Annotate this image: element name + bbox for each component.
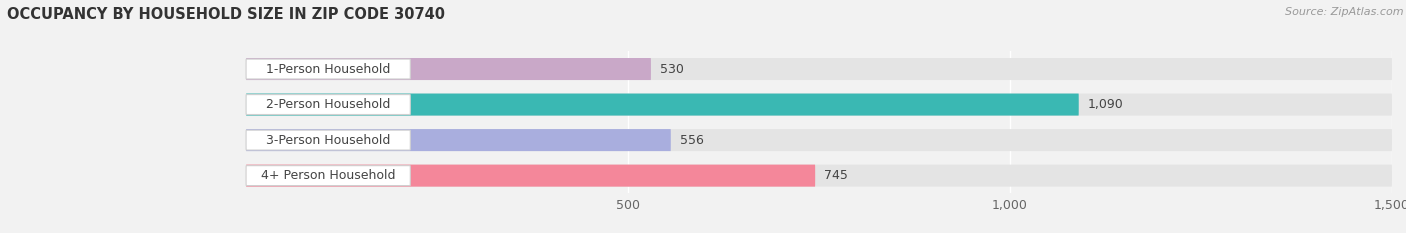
FancyBboxPatch shape [246,58,1392,80]
Text: 4+ Person Household: 4+ Person Household [262,169,395,182]
Text: 1-Person Household: 1-Person Household [266,62,391,75]
FancyBboxPatch shape [246,93,1392,116]
Text: 1,090: 1,090 [1088,98,1123,111]
Text: 745: 745 [824,169,848,182]
Text: 530: 530 [659,62,683,75]
FancyBboxPatch shape [246,129,1392,151]
FancyBboxPatch shape [246,166,411,185]
FancyBboxPatch shape [246,130,411,150]
Text: Source: ZipAtlas.com: Source: ZipAtlas.com [1285,7,1403,17]
FancyBboxPatch shape [246,58,651,80]
Text: OCCUPANCY BY HOUSEHOLD SIZE IN ZIP CODE 30740: OCCUPANCY BY HOUSEHOLD SIZE IN ZIP CODE … [7,7,446,22]
FancyBboxPatch shape [246,95,411,114]
FancyBboxPatch shape [246,129,671,151]
FancyBboxPatch shape [246,93,1078,116]
Text: 556: 556 [681,134,704,147]
Text: 3-Person Household: 3-Person Household [266,134,391,147]
Text: 2-Person Household: 2-Person Household [266,98,391,111]
FancyBboxPatch shape [246,164,815,187]
FancyBboxPatch shape [246,59,411,79]
FancyBboxPatch shape [246,164,1392,187]
